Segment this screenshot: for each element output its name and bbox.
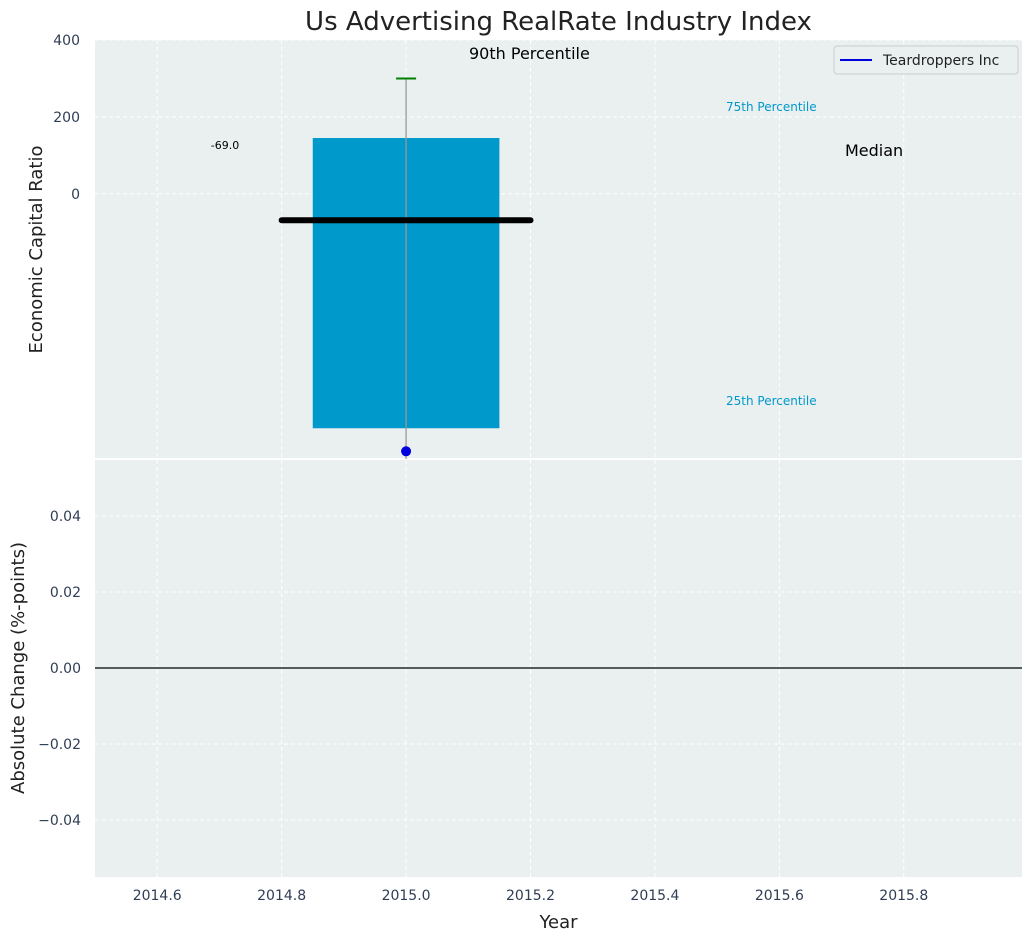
legend-box [833, 45, 1019, 75]
x-tick-label: 2015.4 [630, 888, 679, 904]
y-tick-label-top: 200 [53, 110, 80, 126]
y-tick-label-bottom: −0.04 [38, 813, 81, 829]
median-annotation: Median [845, 141, 903, 160]
p25-annotation: 25th Percentile [726, 394, 817, 408]
company-point [401, 446, 412, 457]
x-axis-title: Year [538, 912, 578, 933]
y-tick-label-bottom: 0.04 [50, 509, 81, 525]
p90-annotation: 90th Percentile [469, 44, 590, 63]
y-axis-title-top: Economic Capital Ratio [26, 146, 47, 354]
x-tick-label: 2014.6 [133, 888, 182, 904]
y-tick-label-top: 0 [71, 187, 80, 203]
p75-annotation: 75th Percentile [726, 100, 817, 114]
x-tick-label: 2015.0 [382, 888, 431, 904]
legend: Teardroppers Inc [833, 45, 1019, 75]
median-value-label: -69.0 [211, 139, 239, 152]
y-axis-title-bottom: Absolute Change (%-points) [8, 542, 29, 794]
y-tick-label-top: 400 [53, 33, 80, 49]
x-tick-label: 2014.8 [257, 888, 306, 904]
chart-title: Us Advertising RealRate Industry Index [305, 7, 812, 37]
y-tick-label-bottom: −0.02 [38, 737, 81, 753]
top-plot-area [95, 40, 1022, 459]
x-tick-label: 2015.8 [879, 888, 928, 904]
y-tick-label-bottom: 0.02 [50, 585, 81, 601]
y-tick-label-bottom: 0.00 [50, 661, 81, 677]
x-tick-label: 2015.6 [755, 888, 804, 904]
legend-entry: Teardroppers Inc [882, 53, 999, 69]
x-tick-label: 2015.2 [506, 888, 555, 904]
